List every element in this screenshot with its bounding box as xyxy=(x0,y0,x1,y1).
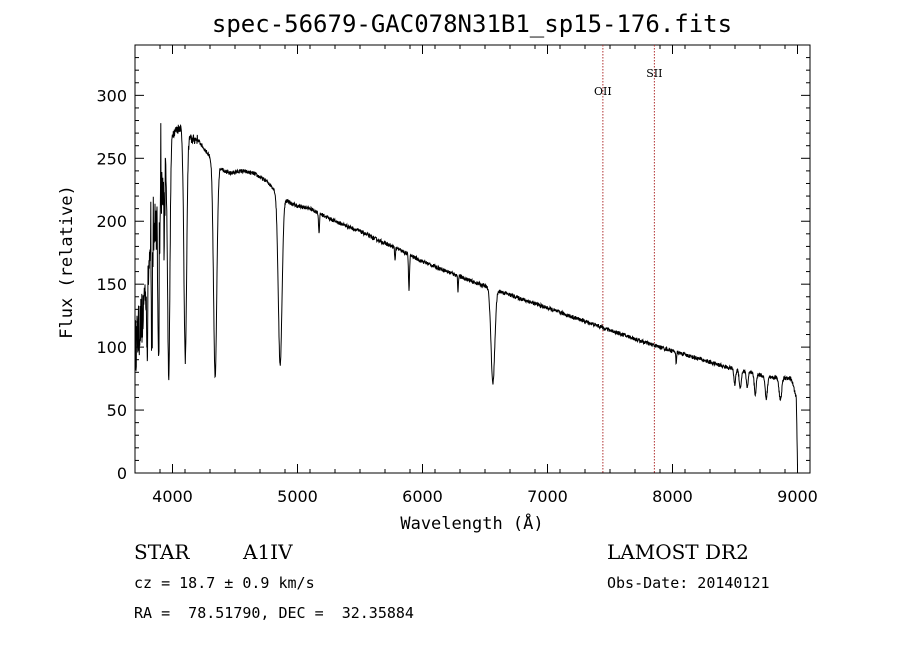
y-tick-label: 150 xyxy=(96,275,127,294)
y-tick-label: 100 xyxy=(96,338,127,357)
redshift-text: cz = 18.7 ± 0.9 km/s xyxy=(134,574,315,592)
plot-frame xyxy=(134,44,811,474)
axis-ticks: 4000 5000 6000 7000 8000 9000 0 50 100 150 200 250 3… xyxy=(96,44,818,506)
coordinates: RA = 78.51790, DEC = 32.35884 xyxy=(134,604,414,622)
y-tick-label: 50 xyxy=(107,401,127,420)
x-tick-label: 8000 xyxy=(652,487,693,506)
object-subclass: A1IV xyxy=(243,540,293,564)
y-axis-label: Flux (relative) xyxy=(57,185,77,339)
x-tick-label: 7000 xyxy=(527,487,568,506)
y-tick-label: 300 xyxy=(96,86,127,105)
object-type: STAR xyxy=(134,540,190,564)
marker-lines: OII SII xyxy=(594,45,662,473)
marker-label-sii: SII xyxy=(646,67,662,80)
x-axis-label: Wavelength (Å) xyxy=(400,512,543,534)
obs-date: Obs-Date: 20140121 xyxy=(607,574,770,592)
chart-title: spec-56679-GAC078N31B1_sp15-176.fits xyxy=(212,10,732,38)
x-tick-label: 6000 xyxy=(402,487,443,506)
x-tick-label: 9000 xyxy=(777,487,818,506)
survey-name: LAMOST DR2 xyxy=(607,540,749,564)
x-tick-label: 5000 xyxy=(277,487,318,506)
y-tick-label: 200 xyxy=(96,212,127,231)
x-tick-label: 4000 xyxy=(152,487,193,506)
spectrum-line xyxy=(134,123,798,467)
y-tick-label: 250 xyxy=(96,149,127,168)
marker-label-oii: OII xyxy=(594,85,612,98)
y-tick-label: 0 xyxy=(117,464,127,483)
